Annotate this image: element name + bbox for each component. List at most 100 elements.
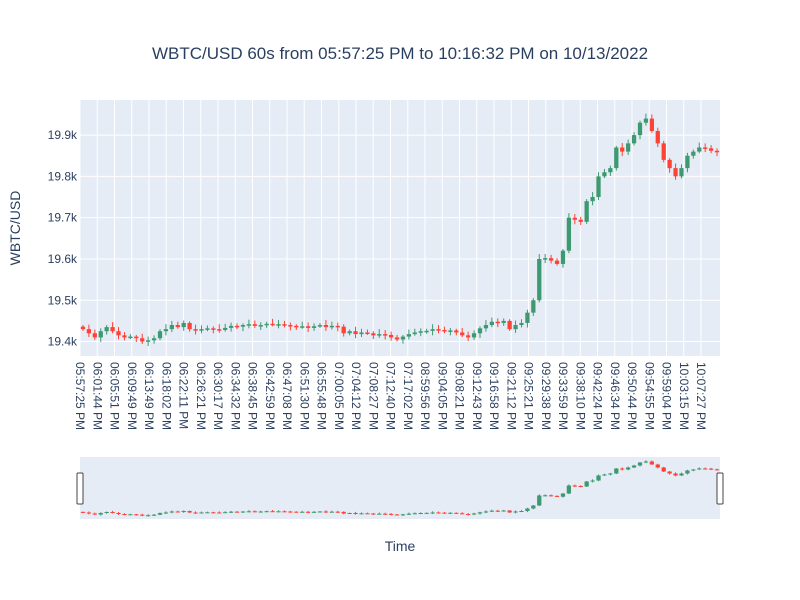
slider-candle-body — [128, 514, 133, 516]
x-tick-label: 07:12:40 PM — [384, 362, 398, 430]
plot-area — [80, 100, 720, 356]
slider-candle-body — [543, 495, 548, 497]
candle-body — [448, 330, 453, 332]
x-tick-label: 09:04:05 PM — [435, 362, 449, 430]
slider-candle-body — [602, 474, 607, 476]
candle-body — [507, 320, 512, 330]
slider-candle-body — [92, 513, 97, 515]
slider-candle-body — [703, 468, 708, 470]
slider-candle-body — [270, 511, 275, 513]
x-tick-label: 06:38:45 PM — [246, 362, 260, 430]
candle-body — [116, 331, 121, 336]
candle-body — [590, 197, 595, 202]
candle-body — [359, 332, 364, 335]
candle-body — [661, 143, 666, 160]
candle-body — [637, 122, 643, 136]
candle-body — [151, 338, 157, 341]
candle-body — [282, 324, 287, 326]
range-slider-left-handle[interactable] — [76, 472, 84, 505]
slider-candle-body — [181, 511, 186, 512]
candle-body — [471, 333, 477, 338]
slider-candle-body — [531, 505, 536, 509]
x-tick-label: 06:26:21 PM — [194, 362, 208, 430]
range-slider-right-handle[interactable] — [716, 472, 724, 505]
range-slider[interactable] — [80, 457, 720, 519]
candle-body — [626, 143, 631, 152]
slider-candle-body — [424, 512, 429, 514]
x-tick-label: 07:00:05 PM — [332, 362, 346, 430]
candle-body — [240, 325, 246, 327]
candle-body — [614, 147, 619, 169]
candle-body — [513, 325, 518, 330]
candle-body — [697, 147, 702, 152]
slider-candle-body — [317, 511, 323, 513]
slider-candle-body — [175, 511, 180, 513]
candle-body — [157, 331, 163, 339]
candle-body — [430, 329, 435, 331]
slider-candle-body — [489, 510, 494, 512]
slider-candle-body — [430, 512, 435, 514]
candle-body — [442, 329, 447, 332]
range-slider-candles — [80, 460, 720, 517]
slider-candle-body — [584, 481, 589, 487]
candle-body — [329, 325, 334, 328]
x-tick-label: 06:18:02 PM — [159, 362, 173, 430]
candle-body — [187, 322, 192, 330]
candle-body — [667, 159, 672, 169]
candle-body — [596, 176, 601, 198]
slider-candle-body — [288, 511, 293, 513]
slider-candle-body — [306, 511, 311, 513]
slider-candle-body — [323, 511, 329, 513]
slider-candle-body — [578, 486, 583, 487]
slider-candle-body — [673, 473, 678, 476]
slider-candle-body — [193, 512, 198, 514]
x-tick-label: 06:55:48 PM — [315, 362, 329, 430]
candle-body — [288, 325, 293, 327]
x-tick-label: 09:46:34 PM — [608, 362, 622, 430]
slider-candle-body — [140, 514, 145, 516]
candle-body — [525, 312, 530, 323]
slider-candle-body — [631, 465, 637, 468]
slider-candle-body — [187, 511, 192, 513]
candle-body — [602, 172, 607, 177]
slider-candle-body — [157, 513, 163, 515]
x-tick-label: 08:59:56 PM — [418, 362, 432, 430]
candle-body — [685, 155, 690, 169]
slider-candle-body — [572, 485, 577, 487]
candle-body — [98, 331, 103, 338]
candle-body — [377, 334, 382, 336]
candle-body — [708, 148, 714, 151]
slider-candle-body — [329, 511, 334, 513]
slider-candle-body — [371, 513, 376, 515]
candle-body — [383, 334, 388, 336]
candle-body — [418, 331, 423, 333]
candle-body — [566, 217, 572, 251]
slider-candle-body — [264, 511, 269, 513]
x-tick-label: 06:05:51 PM — [108, 362, 122, 430]
slider-candle-body — [667, 471, 672, 474]
x-tick-label: 10:03:15 PM — [677, 362, 691, 430]
candle-body — [80, 326, 86, 330]
candle-body — [691, 151, 696, 156]
x-tick-label: 06:09:49 PM — [125, 362, 139, 430]
slider-candle-body — [169, 511, 174, 513]
x-tick-label: 09:25:21 PM — [522, 362, 536, 430]
candle-body — [270, 323, 275, 326]
slider-candle-body — [80, 511, 86, 513]
candle-body — [371, 333, 376, 336]
candle-body — [673, 168, 678, 177]
slider-candle-body — [252, 511, 257, 513]
slider-candle-body — [714, 469, 720, 471]
candle-body — [104, 327, 109, 332]
candle-body — [169, 325, 174, 330]
slider-candle-body — [282, 511, 287, 513]
candle-body — [466, 335, 471, 338]
x-tick-label: 09:08:21 PM — [453, 362, 467, 430]
x-tick-label: 09:16:58 PM — [487, 362, 501, 430]
slider-candle-body — [418, 513, 423, 514]
x-tick-label: 09:50:44 PM — [625, 362, 639, 430]
slider-candle-body — [377, 513, 382, 515]
candle-body — [495, 321, 500, 324]
candle-body — [703, 147, 708, 149]
